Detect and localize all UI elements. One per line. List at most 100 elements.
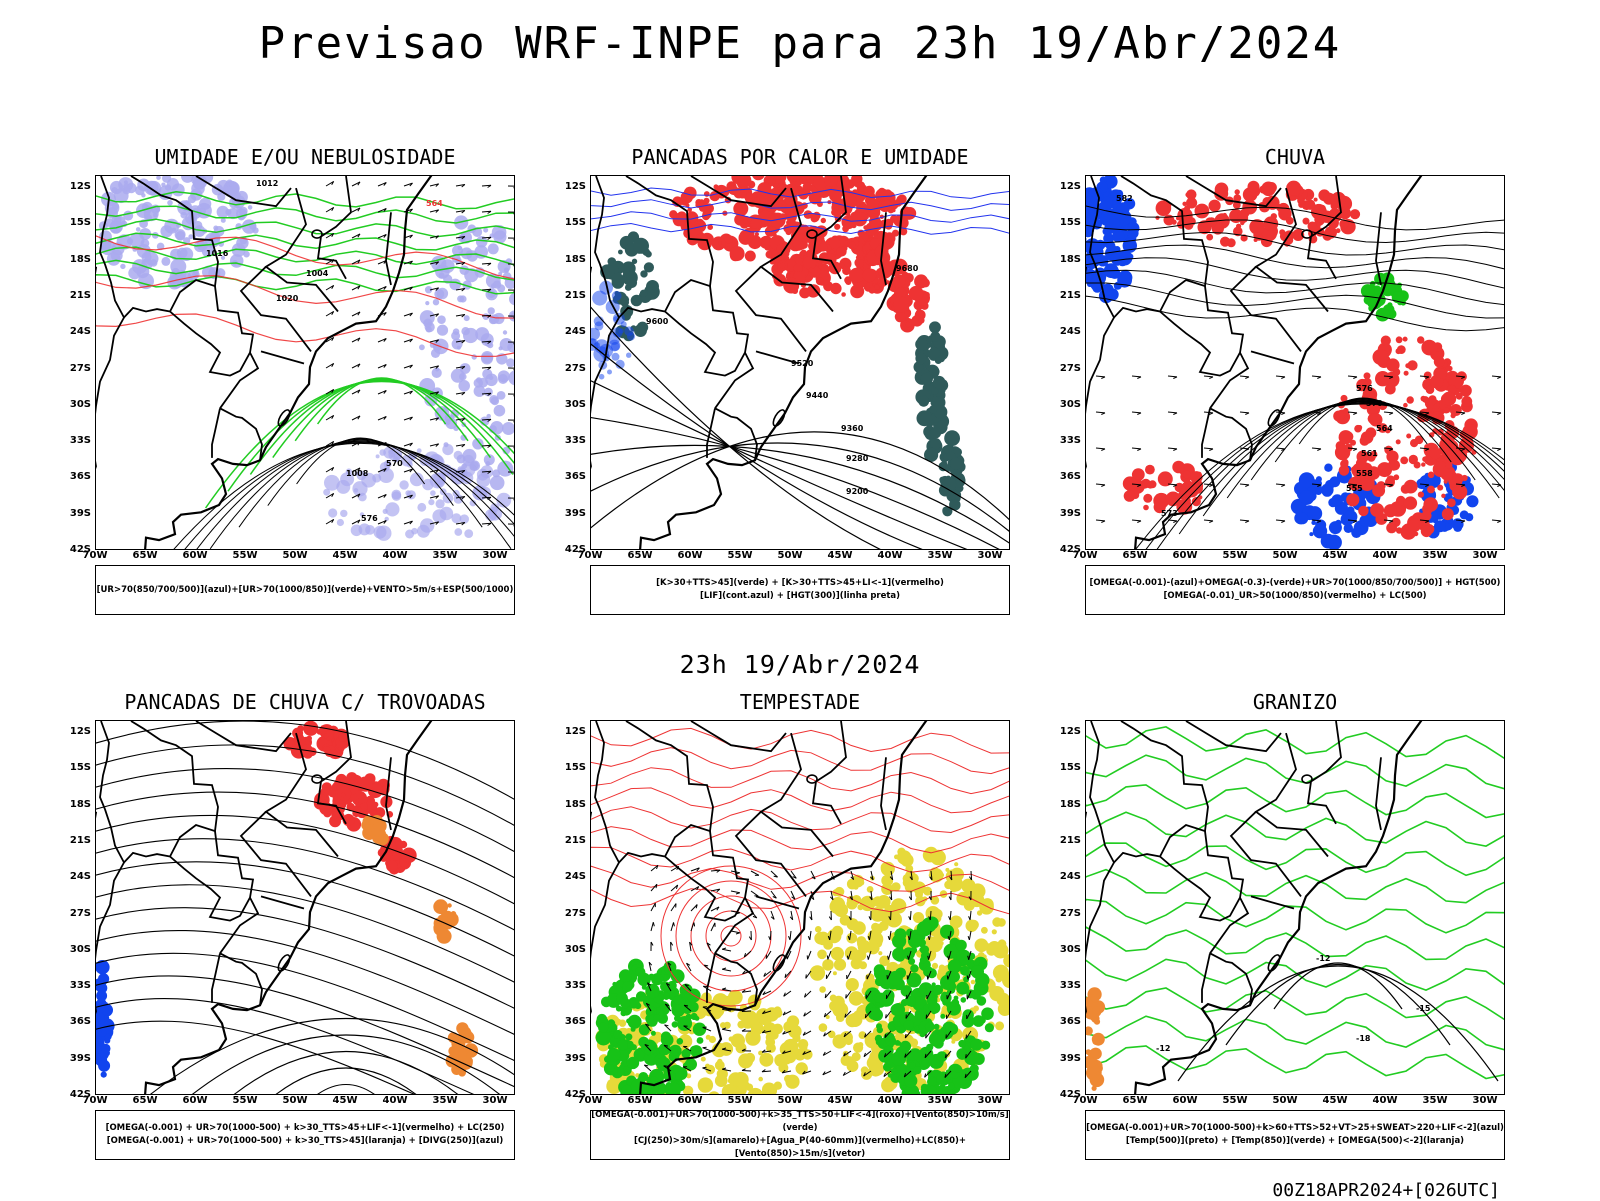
latitude-tick-label: 24S — [70, 871, 91, 882]
latitude-tick-label: 21S — [1060, 835, 1081, 846]
latitude-tick-label: 39S — [70, 1053, 91, 1064]
map-plot: -12-15-18-12 — [1086, 721, 1505, 1095]
map-plot — [591, 721, 1010, 1095]
latitude-tick-label: 39S — [1060, 1053, 1081, 1064]
longitude-tick-label: 55W — [233, 1095, 258, 1106]
coastline-and-borders — [1086, 721, 1437, 1095]
legend-box: [UR>70(850/700/500)](azul)+[UR>70(1000/8… — [95, 565, 515, 615]
longitude-tick-label: 50W — [283, 550, 308, 561]
panel-title: PANCADAS POR CALOR E UMIDADE — [560, 145, 1040, 169]
latitude-tick-label: 30S — [1060, 944, 1081, 955]
latitude-tick-label: 18S — [1060, 254, 1081, 265]
latitude-tick-label: 12S — [565, 726, 586, 737]
latitude-tick-label: 15S — [565, 217, 586, 228]
longitude-tick-label: 50W — [1273, 550, 1298, 561]
contour-label: 576 — [361, 514, 378, 523]
longitude-tick-label: 60W — [678, 550, 703, 561]
latitude-tick-label: 24S — [565, 326, 586, 337]
latitude-tick-label: 36S — [70, 1016, 91, 1027]
longitude-tick-label: 40W — [878, 1095, 903, 1106]
latitude-tick-label: 39S — [565, 1053, 586, 1064]
latitude-tick-label: 27S — [70, 363, 91, 374]
longitude-tick-label: 60W — [678, 1095, 703, 1106]
longitude-tick-label: 40W — [878, 550, 903, 561]
longitude-tick-label: 55W — [1223, 1095, 1248, 1106]
longitude-tick-label: 50W — [1273, 1095, 1298, 1106]
legend-box: [OMEGA(-0.001)-(azul)+OMEGA(-0.3)-(verde… — [1085, 565, 1505, 615]
contour-label: 570 — [386, 459, 403, 468]
latitude-tick-label: 27S — [70, 908, 91, 919]
longitude-tick-label: 30W — [978, 550, 1003, 561]
panel-title: PANCADAS DE CHUVA C/ TROVOADAS — [65, 690, 545, 714]
longitude-tick-label: 40W — [383, 550, 408, 561]
longitude-tick-label: 70W — [83, 1095, 108, 1106]
longitude-tick-label: 60W — [183, 550, 208, 561]
legend-line: [OMEGA(-0.001)+UR>70(1000-500)+k>60+TTS>… — [1086, 1122, 1504, 1135]
latitude-tick-label: 18S — [565, 254, 586, 265]
longitude-tick-label: 70W — [83, 550, 108, 561]
latitude-tick-label: 30S — [70, 399, 91, 410]
contour-label: -18 — [1356, 1034, 1371, 1043]
longitude-tick-label: 55W — [1223, 550, 1248, 561]
legend-line: [CJ(250)>30m/s](amarelo)+[Agua_P(40-60mm… — [591, 1135, 1009, 1161]
latitude-tick-label: 36S — [565, 1016, 586, 1027]
longitude-tick-label: 40W — [383, 1095, 408, 1106]
latitude-tick-label: 30S — [1060, 399, 1081, 410]
longitude-tick-label: 60W — [183, 1095, 208, 1106]
panel-title: TEMPESTADE — [560, 690, 1040, 714]
longitude-tick-label: 35W — [433, 1095, 458, 1106]
panel-title: UMIDADE E/OU NEBULOSIDADE — [65, 145, 545, 169]
longitude-tick-label: 65W — [1123, 550, 1148, 561]
longitude-tick-label: 30W — [1473, 550, 1498, 561]
legend-box: [OMEGA(-0.001)+UR>70(1000-500)+k>35_TTS>… — [590, 1110, 1010, 1160]
latitude-tick-label: 24S — [565, 871, 586, 882]
legend-line: [K>30+TTS>45](verde) + [K>30+TTS>45+LI<-… — [656, 577, 944, 590]
latitude-tick-label: 21S — [1060, 290, 1081, 301]
contour-label: 570 — [1366, 399, 1383, 408]
longitude-tick-label: 45W — [828, 1095, 853, 1106]
contour-label: 561 — [1361, 449, 1378, 458]
legend-line: [OMEGA(-0.001) + UR>70(1000-500) + k>30_… — [107, 1135, 503, 1148]
latitude-tick-label: 24S — [70, 326, 91, 337]
contour-label: 1008 — [346, 469, 369, 478]
latitude-tick-label: 27S — [1060, 363, 1081, 374]
latitude-tick-label: 33S — [565, 980, 586, 991]
latitude-tick-label: 15S — [565, 762, 586, 773]
contour-label: 9200 — [846, 487, 869, 496]
latitude-tick-label: 12S — [1060, 181, 1081, 192]
legend-box: [K>30+TTS>45](verde) + [K>30+TTS>45+LI<-… — [590, 565, 1010, 615]
latitude-tick-label: 33S — [70, 435, 91, 446]
latitude-tick-label: 18S — [70, 799, 91, 810]
longitude-tick-label: 60W — [1173, 550, 1198, 561]
latitude-tick-label: 33S — [565, 435, 586, 446]
latitude-tick-label: 33S — [1060, 980, 1081, 991]
latitude-tick-label: 36S — [1060, 471, 1081, 482]
longitude-tick-label: 65W — [133, 550, 158, 561]
longitude-tick-label: 35W — [928, 550, 953, 561]
contour-label: -12 — [1316, 954, 1330, 963]
panel-title: CHUVA — [1055, 145, 1535, 169]
latitude-tick-label: 18S — [1060, 799, 1081, 810]
map-frame — [590, 720, 1010, 1095]
contour-label: 1020 — [276, 294, 299, 303]
longitude-tick-label: 65W — [1123, 1095, 1148, 1106]
contour-label: 9600 — [646, 317, 669, 326]
longitude-tick-label: 45W — [333, 1095, 358, 1106]
contour-label: 9520 — [791, 359, 814, 368]
panel-title: GRANIZO — [1055, 690, 1535, 714]
longitude-tick-label: 65W — [628, 1095, 653, 1106]
contour-label: 9360 — [841, 424, 864, 433]
contour-label: 558 — [1356, 469, 1373, 478]
contour-label: -12 — [1156, 1044, 1170, 1053]
